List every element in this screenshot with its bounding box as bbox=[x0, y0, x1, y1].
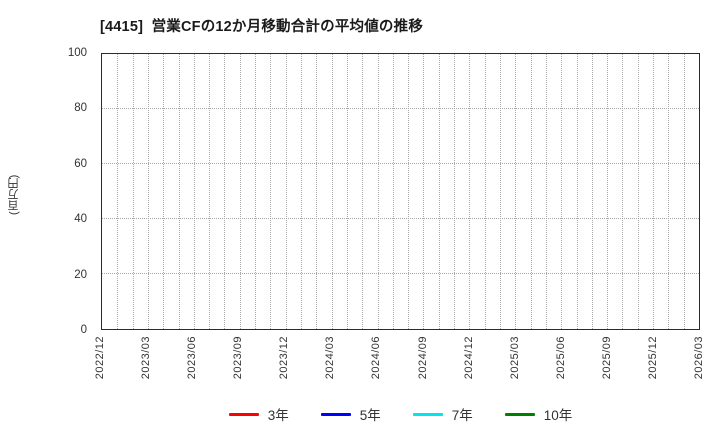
y-tick-label: 40 bbox=[74, 213, 87, 226]
x-tick-label: 2023/03 bbox=[140, 336, 153, 380]
vertical-gridline bbox=[163, 54, 165, 329]
vertical-gridline bbox=[469, 54, 471, 329]
vertical-gridline bbox=[668, 54, 670, 329]
y-tick-label: 60 bbox=[74, 157, 87, 170]
vertical-gridline bbox=[408, 54, 410, 329]
vertical-gridline bbox=[438, 54, 440, 329]
vertical-gridline bbox=[331, 54, 333, 329]
horizontal-gridline bbox=[102, 163, 699, 164]
chart-title: [4415] 営業CFの12か月移動合計の平均値の推移 bbox=[100, 19, 424, 35]
vertical-gridline bbox=[392, 54, 394, 329]
vertical-gridline bbox=[239, 54, 241, 329]
legend-item: 7年 bbox=[412, 404, 473, 424]
y-axis-unit-label: (百万円) bbox=[8, 174, 20, 216]
horizontal-gridline bbox=[102, 273, 699, 274]
x-tick-label: 2023/09 bbox=[232, 336, 245, 380]
x-tick-label: 2024/12 bbox=[462, 336, 475, 380]
x-tick-label: 2024/09 bbox=[416, 336, 429, 380]
legend-item: 5年 bbox=[320, 404, 381, 424]
vertical-gridline bbox=[346, 54, 348, 329]
vertical-gridline bbox=[500, 54, 501, 329]
x-tick-label: 2023/06 bbox=[186, 336, 199, 380]
x-tick-label: 2023/12 bbox=[278, 336, 291, 380]
vertical-gridline bbox=[255, 54, 257, 329]
vertical-gridline bbox=[147, 54, 149, 329]
vertical-gridline bbox=[637, 54, 639, 329]
vertical-gridline bbox=[178, 54, 180, 329]
vertical-gridline bbox=[209, 54, 211, 329]
y-tick-label: 20 bbox=[74, 268, 87, 281]
vertical-gridline bbox=[530, 54, 532, 329]
vertical-gridline bbox=[454, 54, 456, 329]
legend: 3年 5年 7年 10年 bbox=[101, 402, 700, 426]
x-tick-label: 2025/03 bbox=[508, 336, 521, 380]
vertical-gridline bbox=[591, 54, 593, 329]
legend-label: 3年 bbox=[267, 408, 289, 423]
vertical-gridline bbox=[301, 54, 302, 329]
legend-item: 10年 bbox=[504, 404, 573, 424]
vertical-gridline bbox=[362, 54, 364, 329]
x-tick-label: 2025/09 bbox=[600, 336, 613, 380]
x-tick-label: 2024/06 bbox=[370, 336, 383, 380]
vertical-gridline bbox=[377, 54, 379, 329]
vertical-gridline bbox=[576, 54, 578, 329]
legend-label: 5年 bbox=[359, 408, 381, 423]
legend-line-swatch bbox=[504, 412, 535, 416]
vertical-gridline bbox=[653, 54, 655, 329]
y-tick-label: 80 bbox=[74, 102, 87, 115]
plot-area bbox=[101, 53, 700, 330]
horizontal-gridline bbox=[102, 218, 699, 219]
x-tick-label: 2025/12 bbox=[646, 336, 659, 380]
legend-label: 10年 bbox=[543, 408, 573, 423]
vertical-gridline bbox=[515, 54, 517, 329]
vertical-gridline bbox=[224, 54, 226, 329]
vertical-gridline bbox=[132, 54, 134, 329]
x-tick-label: 2025/06 bbox=[554, 336, 567, 380]
y-tick-label: 100 bbox=[67, 47, 87, 59]
vertical-gridline bbox=[484, 54, 486, 329]
vertical-gridline bbox=[285, 54, 287, 329]
y-tick-label: 0 bbox=[80, 324, 87, 336]
vertical-gridline bbox=[316, 54, 318, 329]
vertical-gridline bbox=[683, 54, 685, 329]
legend-label: 7年 bbox=[451, 408, 473, 423]
horizontal-gridline bbox=[102, 108, 699, 109]
vertical-gridline bbox=[270, 54, 272, 329]
vertical-gridline bbox=[607, 54, 609, 329]
legend-line-swatch bbox=[412, 412, 443, 416]
vertical-gridline bbox=[561, 54, 563, 329]
legend-line-swatch bbox=[228, 412, 259, 416]
vertical-gridline bbox=[117, 54, 119, 329]
legend-item: 3年 bbox=[228, 404, 289, 424]
legend-line-swatch bbox=[320, 412, 351, 416]
vertical-gridline bbox=[193, 54, 195, 329]
vertical-gridline bbox=[423, 54, 425, 329]
vertical-gridline bbox=[622, 54, 624, 329]
x-tick-label: 2024/03 bbox=[324, 336, 337, 380]
x-tick-label: 2022/12 bbox=[94, 336, 106, 380]
x-tick-label: 2026/03 bbox=[693, 336, 705, 380]
vertical-gridline bbox=[545, 54, 547, 329]
